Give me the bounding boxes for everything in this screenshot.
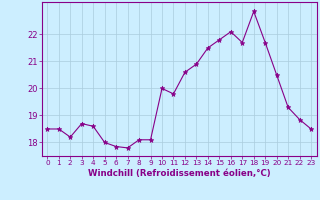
X-axis label: Windchill (Refroidissement éolien,°C): Windchill (Refroidissement éolien,°C) — [88, 169, 270, 178]
